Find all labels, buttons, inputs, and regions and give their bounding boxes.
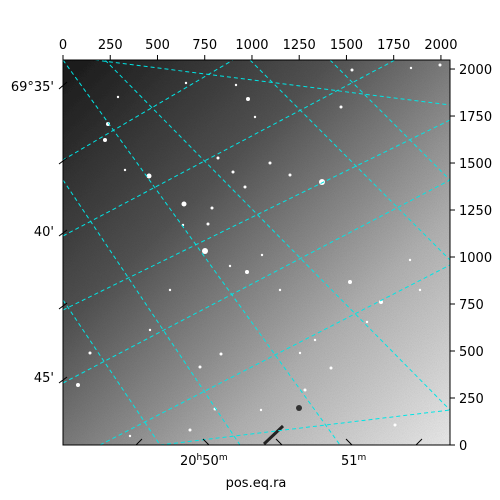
star [329, 366, 333, 370]
star [438, 63, 442, 67]
star [260, 253, 264, 257]
right-tick-label: 0 [459, 439, 467, 454]
star [268, 161, 272, 165]
star [188, 428, 192, 432]
right-tick-label: 500 [459, 345, 484, 360]
star [198, 365, 202, 369]
top-tick-label: 1750 [377, 38, 410, 53]
star [88, 351, 92, 355]
star-field [76, 63, 442, 438]
dark-spot [296, 405, 302, 411]
right-tick-label: 1750 [459, 110, 492, 125]
coordinate-grid [63, 60, 450, 445]
dec-tick-label-45: 45' [34, 371, 54, 386]
star [202, 248, 208, 254]
star [76, 383, 80, 387]
star [259, 408, 263, 412]
star [228, 264, 232, 268]
star [393, 423, 397, 427]
star [339, 105, 343, 109]
star [216, 156, 220, 160]
star [298, 351, 302, 355]
plot-border [62, 59, 451, 446]
right-tick-label: 250 [459, 392, 484, 407]
top-tick-label: 750 [192, 38, 217, 53]
star [246, 97, 250, 101]
star [181, 201, 187, 207]
right-pixel-axis: 0 250 500 750 1000 1250 1500 1750 2000 [450, 63, 492, 454]
top-tick-label: 0 [59, 38, 67, 53]
star [116, 95, 120, 99]
star [103, 138, 107, 142]
top-tick-label: 1000 [235, 38, 268, 53]
right-tick-label: 750 [459, 298, 484, 313]
star [350, 68, 354, 72]
right-tick-label: 2000 [459, 63, 492, 78]
streak-artifact [262, 424, 285, 445]
star [408, 258, 412, 262]
star [206, 222, 210, 226]
star [210, 206, 214, 210]
star [128, 434, 132, 438]
star [243, 185, 247, 189]
star [418, 288, 422, 292]
star [245, 270, 249, 274]
right-tick-label: 1000 [459, 251, 492, 266]
star [184, 81, 188, 85]
grid-line [63, 299, 161, 445]
grid-line [329, 60, 450, 181]
dec-axis: 69°35' 40' 45' [11, 80, 68, 386]
star [313, 338, 317, 342]
ra-tick-label-51m: 51m [341, 453, 366, 469]
ra-tick-label-50m: 20h50m [180, 453, 228, 469]
grid-line [63, 60, 341, 445]
star [146, 173, 152, 179]
star [365, 320, 369, 324]
star [123, 168, 127, 172]
star [219, 352, 223, 356]
x-axis-title: pos.eq.ra [226, 476, 287, 491]
star [319, 179, 325, 185]
star [303, 388, 307, 392]
star [106, 122, 110, 126]
grid-line [99, 264, 450, 445]
star [348, 280, 352, 284]
dec-tick-label-40: 40' [34, 225, 54, 240]
grid-line [63, 60, 234, 161]
star [148, 328, 152, 332]
sky-image [63, 60, 450, 445]
star [168, 288, 172, 292]
star [278, 288, 282, 292]
star [231, 170, 235, 174]
grid-line [63, 119, 450, 311]
top-pixel-axis: 0 250 500 750 1000 1250 1500 1750 2000 [59, 38, 457, 60]
dec-tick-label-35: 69°35' [11, 80, 54, 95]
right-tick-label: 1500 [459, 157, 492, 172]
top-tick-label: 1250 [283, 38, 316, 53]
star [234, 83, 238, 87]
star [253, 115, 257, 119]
top-tick-label: 1500 [330, 38, 363, 53]
top-tick-label: 2000 [424, 38, 457, 53]
grid-line [104, 60, 450, 411]
star [379, 300, 383, 304]
star [409, 66, 413, 70]
ra-axis: 20h50m 51m [135, 438, 423, 469]
grid-line [63, 179, 450, 384]
right-tick-label: 1250 [459, 204, 492, 219]
star [288, 173, 292, 177]
top-tick-label: 250 [98, 38, 123, 53]
grid-line [249, 60, 450, 261]
top-tick-label: 500 [145, 38, 170, 53]
